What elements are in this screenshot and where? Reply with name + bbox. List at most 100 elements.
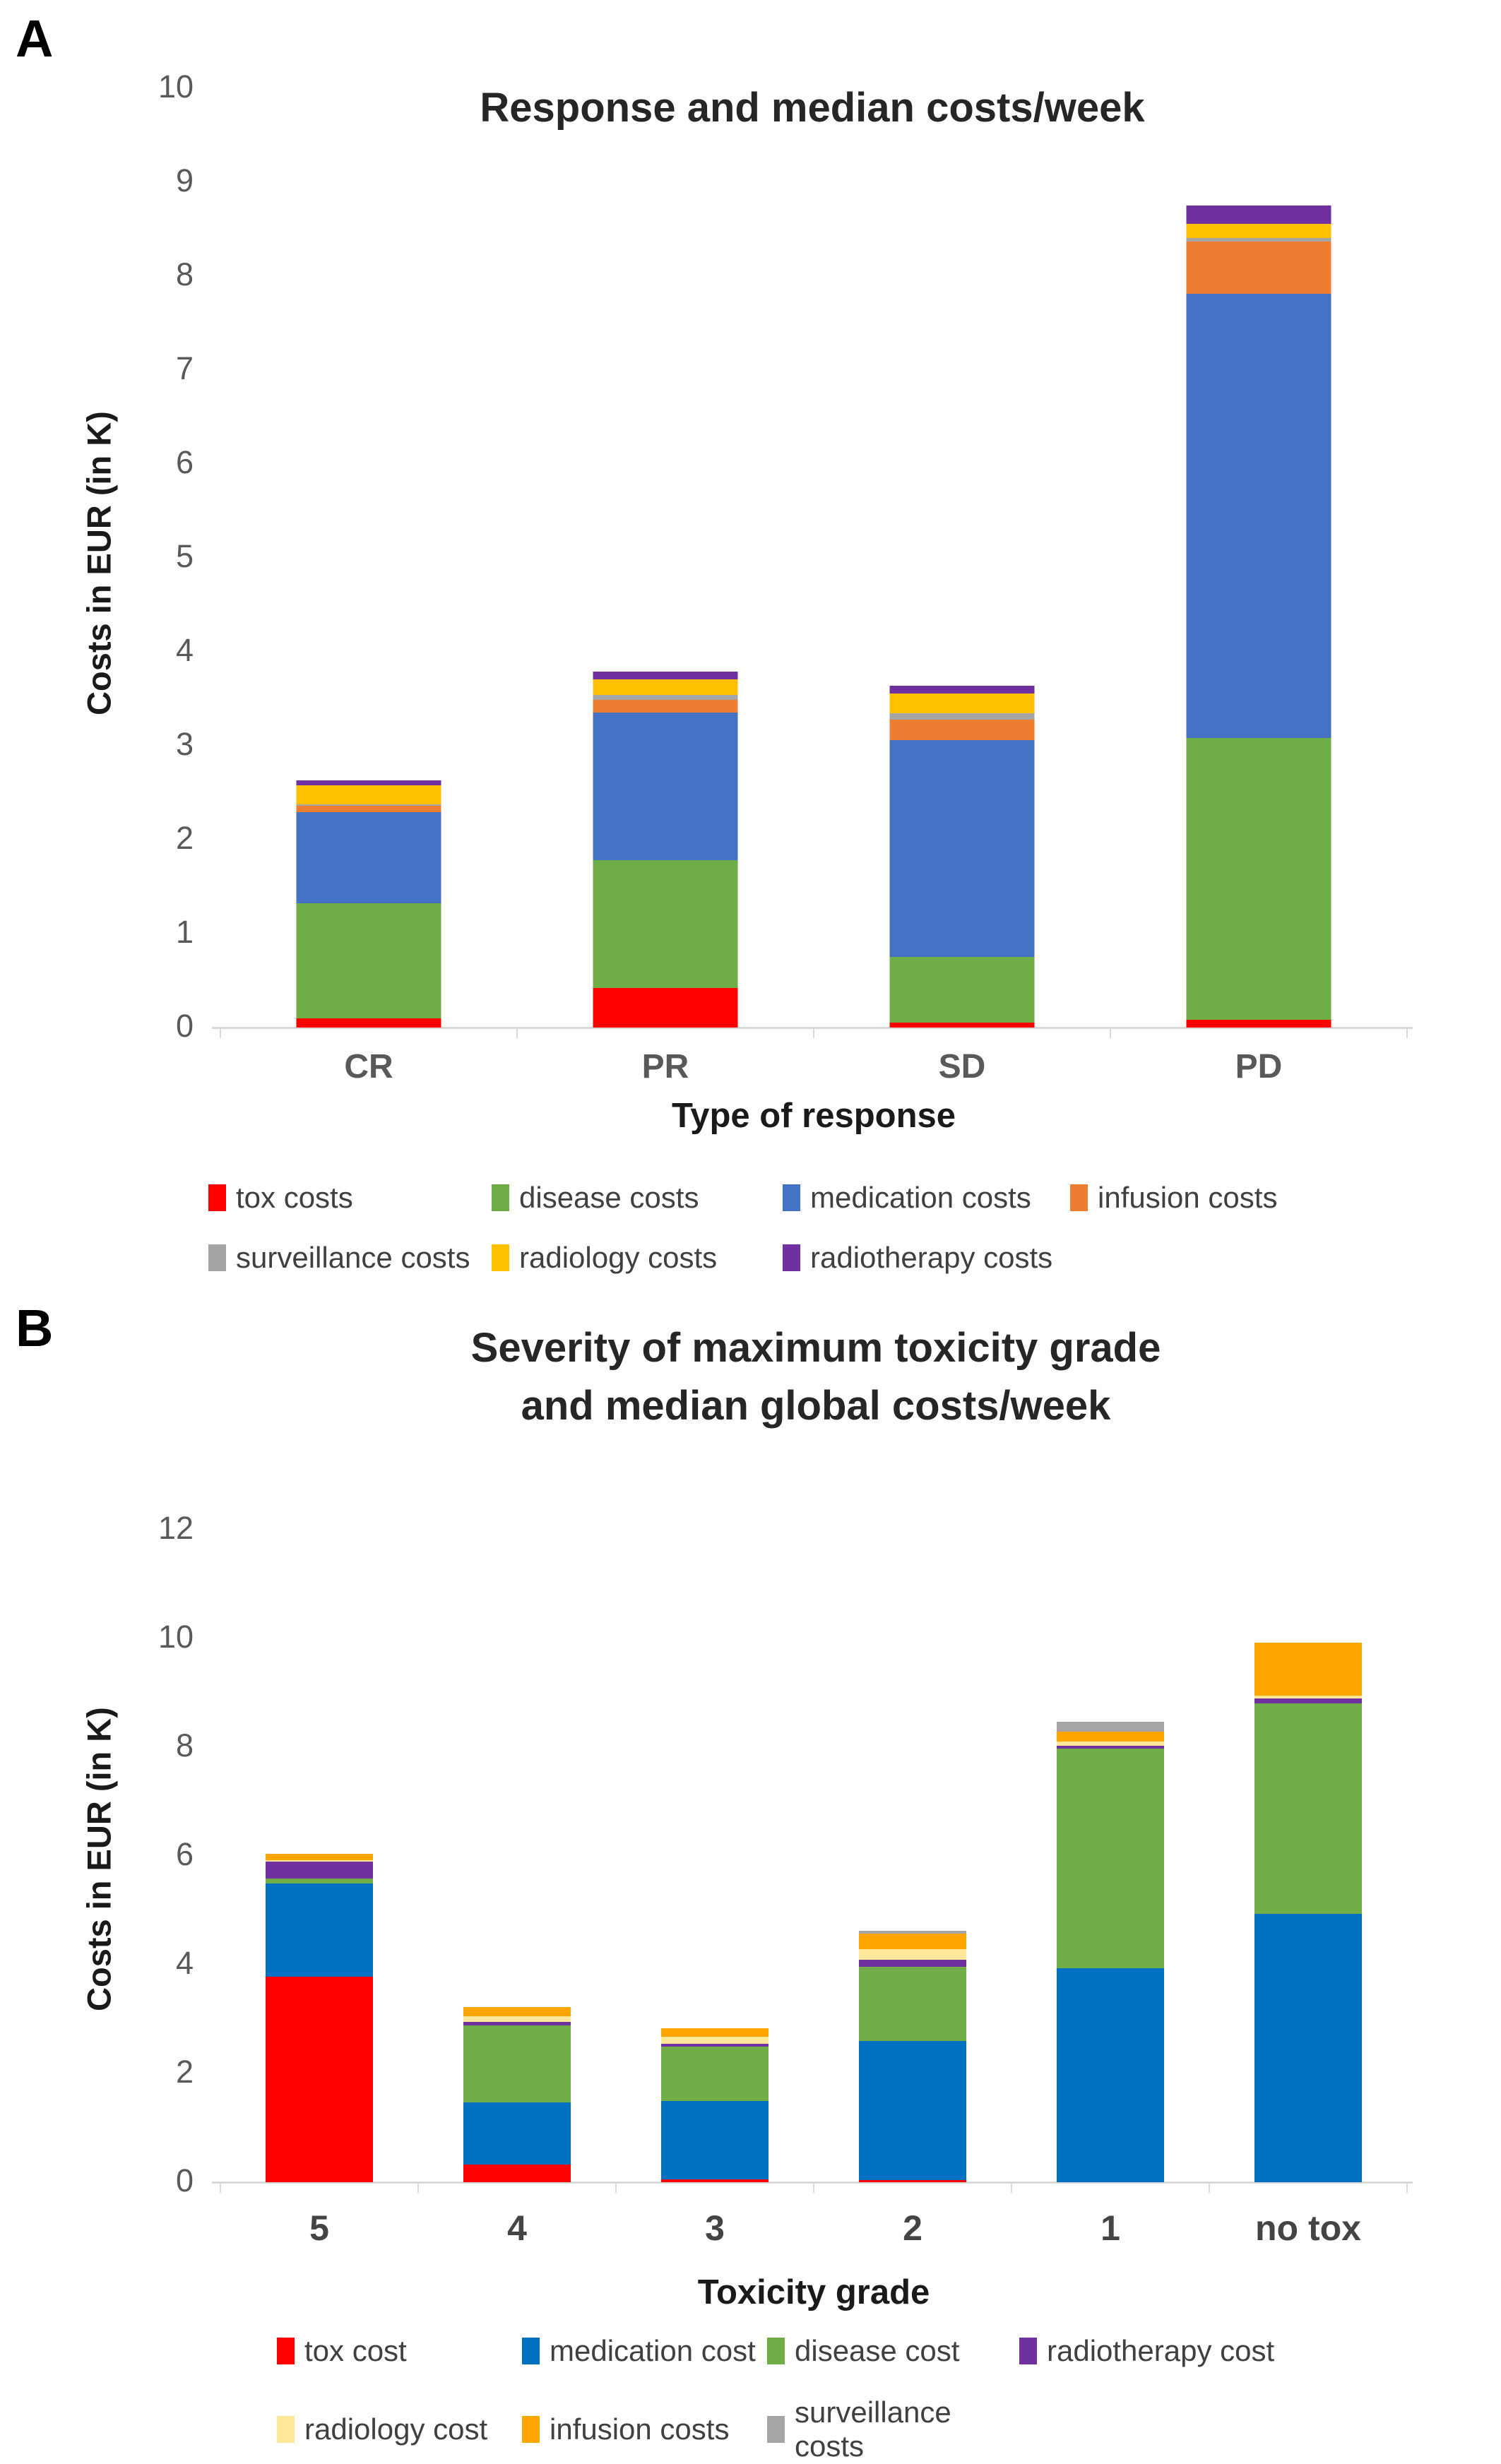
legend-label: radiology cost <box>304 2412 488 2446</box>
legend-item-medication-costs: medication costs <box>783 1181 1070 1215</box>
bar-segment-surveillance-costs <box>1186 237 1331 242</box>
legend-item-tox-costs: tox costs <box>208 1181 492 1215</box>
y-tick-label: 8 <box>175 1727 194 1763</box>
legend-swatch-icon <box>208 1244 226 1271</box>
x-axis-tick <box>1011 2182 1012 2193</box>
bar-segment-infusion-costs <box>1057 1732 1164 1742</box>
x-category-label: no tox <box>1255 2208 1361 2248</box>
bar-segment-disease-cost <box>1254 1703 1362 1915</box>
y-tick-label: 10 <box>158 69 194 105</box>
bar-segment-infusion-costs <box>889 719 1035 741</box>
x-axis-tick <box>417 2182 419 2193</box>
bar-segment-medication-cost <box>1057 1968 1164 2182</box>
x-category-label: PD <box>1235 1048 1283 1085</box>
bar-segment-surveillance-costs <box>593 695 738 700</box>
legend-swatch-icon <box>522 2338 540 2364</box>
legend-item-radiology-cost: radiology cost <box>277 2412 522 2446</box>
chart-a-legend-row-2: surveillance costs radiology costs radioth… <box>208 1241 1070 1275</box>
bar-segment-medication-cost <box>1254 1914 1362 2182</box>
bar-segment-tox-costs <box>296 1018 441 1028</box>
bar-segment-medication-cost <box>463 2102 571 2165</box>
legend-swatch-icon <box>767 2416 785 2443</box>
bar-stack <box>859 1930 966 2182</box>
bar-segment-infusion-costs <box>593 699 738 713</box>
legend-item-radiology-costs: radiology costs <box>492 1241 783 1275</box>
bar-segment-disease-cost <box>661 2046 769 2101</box>
bar-segment-radiotherapy-cost <box>1057 1746 1164 1749</box>
bar-segment-tox-costs <box>1186 1020 1331 1028</box>
legend-item-disease-costs: disease costs <box>492 1181 783 1215</box>
chart-b-plot-area: 0 2 4 6 8 10 12 5 4 3 2 1 no tox <box>158 1512 1413 2248</box>
bar-segment-radiotherapy-cost <box>266 1861 373 1879</box>
y-tick-label: 4 <box>175 1945 194 1981</box>
bar-segment-disease-costs <box>296 903 441 1018</box>
bar-segment-radiology-cost <box>1057 1741 1164 1746</box>
legend-item-surveillance-costs: surveillance costs <box>208 1241 492 1275</box>
bar-stack <box>593 671 738 1028</box>
legend-label: medication cost <box>550 2334 756 2367</box>
legend-swatch-icon <box>208 1184 226 1211</box>
bar-column-1 <box>1011 1530 1209 2182</box>
bar-segment-medication-cost <box>859 2040 966 2180</box>
bar-segment-tox-cost <box>661 2179 769 2182</box>
chart-b-y-axis-label: Costs in EUR (in K) <box>80 1707 118 2011</box>
bar-segment-infusion-costs <box>463 2007 571 2017</box>
y-tick-label: 2 <box>175 2054 194 2090</box>
x-axis-tick <box>813 1027 814 1038</box>
bar-segment-medication-cost <box>661 2100 769 2180</box>
bar-segment-radiotherapy-cost <box>463 2021 571 2025</box>
legend-item-radiotherapy-cost: radiotherapy cost <box>1019 2334 1288 2368</box>
bar-segment-disease-costs <box>593 860 738 989</box>
legend-swatch-icon <box>1070 1184 1088 1211</box>
bar-segment-radiology-cost <box>1254 1695 1362 1699</box>
bar-segment-tox-costs <box>593 988 738 1028</box>
bar-segment-radiotherapy-cost <box>1254 1698 1362 1704</box>
y-tick-label: 5 <box>175 538 194 574</box>
bar-segment-surveillance-costs <box>859 1930 966 1934</box>
bar-stack <box>1254 1643 1362 2182</box>
bar-segment-infusion-costs <box>1186 241 1331 294</box>
bar-segment-surveillance-costs <box>889 713 1035 720</box>
bar-segment-radiology-cost <box>661 2037 769 2045</box>
legend-label: tox cost <box>304 2334 407 2367</box>
x-category-label: PR <box>641 1048 689 1085</box>
chart-b-title: Severity of maximum toxicity grade and m… <box>470 1325 1161 1429</box>
legend-label: radiology costs <box>519 1241 718 1274</box>
y-tick-label: 8 <box>175 256 194 292</box>
bar-column-3 <box>616 1530 814 2182</box>
bar-segment-tox-cost <box>266 1976 373 2182</box>
bar-segment-medication-cost <box>266 1883 373 1977</box>
legend-label: medication costs <box>810 1181 1031 1214</box>
legend-swatch-icon <box>277 2416 295 2443</box>
x-axis-tick <box>516 1027 518 1038</box>
y-tick-label: 1 <box>175 914 194 950</box>
legend-swatch-icon <box>767 2338 785 2364</box>
bar-column-no-tox <box>1209 1530 1407 2182</box>
x-category-label: CR <box>344 1048 393 1085</box>
chart-b-legend-row-2: radiology cost infusion costs surveillance… <box>277 2395 1019 2463</box>
bar-segment-infusion-costs <box>1254 1643 1362 1696</box>
bar-segment-disease-costs <box>889 957 1035 1023</box>
x-category-label: 2 <box>903 2208 922 2248</box>
bar-segment-radiology-cost <box>859 1949 966 1960</box>
legend-swatch-icon <box>492 1184 509 1211</box>
bar-segment-disease-cost <box>859 1967 966 2041</box>
y-tick-label: 4 <box>175 632 194 668</box>
y-tick-label: 6 <box>175 444 194 480</box>
x-axis-tick <box>1209 2182 1210 2193</box>
x-category-label: 4 <box>507 2208 527 2248</box>
bar-segment-infusion-costs <box>296 806 441 813</box>
legend-swatch-icon <box>522 2416 540 2443</box>
x-axis-tick <box>615 2182 617 2193</box>
bar-column-5 <box>220 1530 418 2182</box>
bar-stack <box>889 685 1035 1028</box>
x-category-label: 3 <box>705 2208 725 2248</box>
bar-segment-radiology-costs <box>889 693 1035 713</box>
chart-a-legend-row-1: tox costs disease costs medication costs in… <box>208 1181 1381 1215</box>
bar-segment-surveillance-costs <box>296 804 441 807</box>
bar-segment-disease-cost <box>463 2025 571 2102</box>
y-tick-label: 2 <box>175 820 194 856</box>
bar-segment-radiology-costs <box>1186 223 1331 238</box>
legend-label: radiotherapy cost <box>1047 2334 1275 2367</box>
bar-column-4 <box>418 1530 616 2182</box>
